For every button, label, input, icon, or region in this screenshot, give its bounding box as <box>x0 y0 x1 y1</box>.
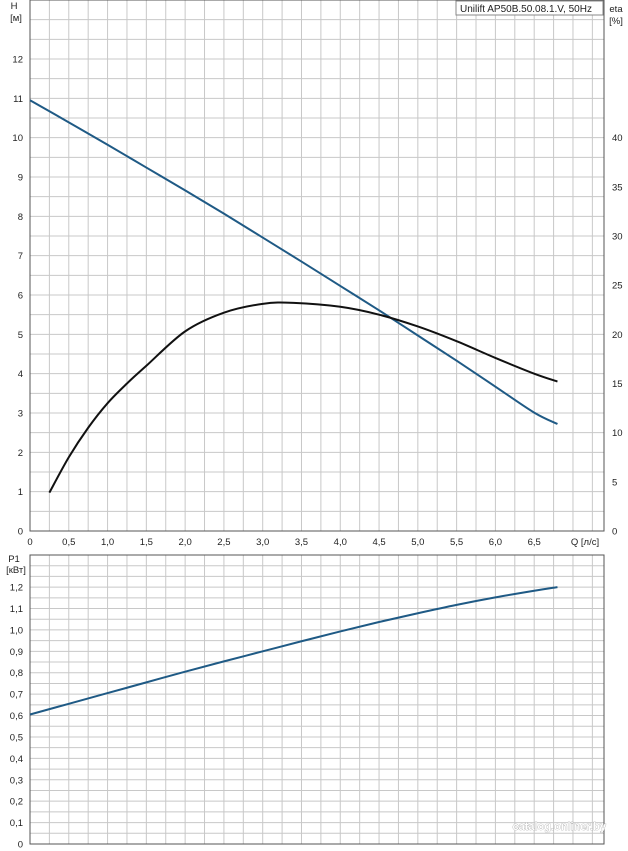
y-tick-label: 11 <box>13 94 23 105</box>
x-tick-label: 6,5 <box>528 537 541 548</box>
y-tick-label: 5 <box>18 330 23 341</box>
p1-tick-label: 0,7 <box>10 690 23 701</box>
watermark-text: catalog.onliner.by <box>512 821 606 833</box>
p1-tick-label: 1,2 <box>10 583 23 594</box>
y-axis-unit-h: [м] <box>10 13 22 24</box>
p1-tick-label: 0,6 <box>10 711 23 722</box>
y-tick-label: 3 <box>18 409 23 420</box>
x-tick-label: 4,0 <box>334 537 347 548</box>
y2-tick-label: 40 <box>612 133 623 144</box>
x-tick-label: 2,5 <box>217 537 230 548</box>
y2-tick-label: 20 <box>612 330 623 341</box>
y-tick-label: 9 <box>18 173 23 184</box>
y-tick-label: 12 <box>12 55 23 66</box>
y-tick-label: 4 <box>18 369 23 380</box>
legend-box <box>455 0 604 16</box>
p1-tick-label: 0,8 <box>10 668 23 679</box>
y2-axis-label-eta: eta <box>609 4 623 15</box>
y-axis-label-h: H <box>11 1 18 12</box>
x-tick-label: 0,5 <box>62 537 75 548</box>
p1-tick-label: 1,1 <box>10 604 23 615</box>
x-tick-label: 1,5 <box>140 537 153 548</box>
x-tick-label: 3,0 <box>256 537 269 548</box>
y-tick-label: 7 <box>18 251 23 262</box>
x-axis-label: Q [л/с] <box>571 537 599 548</box>
x-tick-label: 1,0 <box>101 537 114 548</box>
x-tick-label: 4,5 <box>372 537 385 548</box>
y2-tick-label: 15 <box>612 379 623 390</box>
p1-tick-label: 0 <box>18 840 23 851</box>
x-tick-label: 6,0 <box>489 537 502 548</box>
power-curve <box>29 586 558 716</box>
power-chart-frame <box>29 554 605 845</box>
x-tick-label: 2,0 <box>179 537 192 548</box>
p1-tick-label: 0,9 <box>10 647 23 658</box>
tick-labels: 0 0,5 1,0 1,5 2,0 2,5 3,0 3,5 4,0 4,5 5,0 5,5 6,0 6,5… <box>10 55 623 851</box>
y-tick-label: 2 <box>18 448 23 459</box>
p1-tick-label: 1,0 <box>10 625 23 636</box>
power-chart-grid <box>30 555 604 844</box>
head-curve <box>29 99 558 425</box>
y-tick-label: 0 <box>18 527 23 538</box>
y-axis-label-p1: P1 <box>8 554 20 565</box>
efficiency-curve <box>48 301 558 494</box>
p1-tick-label: 0,1 <box>10 818 23 829</box>
x-tick-label: 0 <box>27 537 32 548</box>
y-tick-label: 6 <box>18 291 23 302</box>
x-tick-label: 3,5 <box>295 537 308 548</box>
y2-tick-label: 35 <box>612 182 623 193</box>
p1-tick-label: 0,5 <box>10 732 23 743</box>
head-chart-grid <box>30 0 604 531</box>
p1-tick-label: 0,3 <box>10 775 23 786</box>
head-chart-frame <box>29 0 605 532</box>
y2-tick-label: 30 <box>612 232 623 243</box>
y-tick-label: 10 <box>12 133 23 144</box>
y-tick-label: 1 <box>18 487 23 498</box>
y2-tick-label: 0 <box>612 527 617 538</box>
legend-label: Unilift AP50B.50.08.1.V, 50Hz <box>460 4 592 15</box>
y2-axis-unit-eta: [%] <box>609 16 623 27</box>
x-tick-label: 5,5 <box>450 537 463 548</box>
y2-tick-label: 10 <box>612 428 623 439</box>
p1-tick-label: 0,4 <box>10 754 23 765</box>
y-tick-label: 8 <box>18 212 23 223</box>
x-tick-label: 5,0 <box>411 537 424 548</box>
y2-tick-label: 25 <box>612 281 623 292</box>
p1-tick-label: 0,2 <box>10 797 23 808</box>
y2-tick-label: 5 <box>612 477 617 488</box>
y-axis-unit-p1: [кВт] <box>6 565 26 576</box>
